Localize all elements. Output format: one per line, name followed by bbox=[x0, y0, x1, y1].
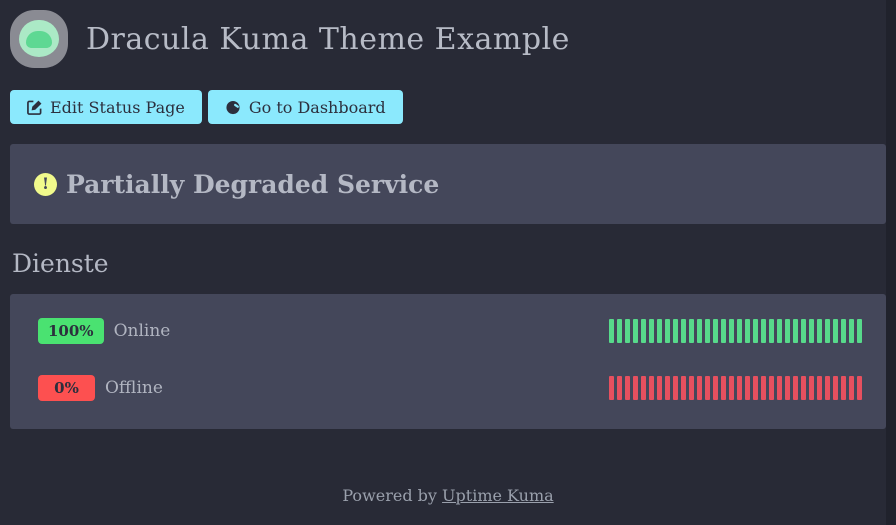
uptime-beat bbox=[609, 318, 614, 343]
powered-by-text: Powered by bbox=[342, 485, 437, 505]
uptime-beat bbox=[665, 318, 670, 343]
heartbeat-bar[interactable] bbox=[609, 318, 862, 343]
monitor-name: Online bbox=[113, 320, 171, 341]
services-heading: Dienste bbox=[12, 249, 109, 278]
go-to-dashboard-button[interactable]: Go to Dashboard bbox=[207, 90, 403, 124]
edit-status-page-button[interactable]: Edit Status Page bbox=[10, 90, 202, 124]
overall-status-text: Partially Degraded Service bbox=[66, 169, 440, 199]
uptime-beat bbox=[729, 375, 734, 400]
gauge-icon bbox=[226, 100, 240, 114]
uptime-beat bbox=[769, 318, 774, 343]
uptime-beat bbox=[809, 375, 814, 400]
monitor-info: 0% Offline bbox=[38, 374, 163, 401]
uptime-beat bbox=[785, 318, 790, 343]
status-page: Dracula Kuma Theme Example Edit Status P… bbox=[10, 0, 886, 505]
uptime-beat bbox=[609, 375, 614, 400]
uptime-beat bbox=[681, 375, 686, 400]
uptime-beat bbox=[649, 375, 654, 400]
uptime-beat bbox=[825, 318, 830, 343]
edit-button-label: Edit Status Page bbox=[50, 97, 185, 117]
uptime-beat bbox=[641, 318, 646, 343]
uptime-beat bbox=[721, 375, 726, 400]
uptime-beat bbox=[665, 375, 670, 400]
pen-to-square-icon bbox=[27, 100, 42, 115]
status-page-header: Dracula Kuma Theme Example bbox=[10, 0, 886, 68]
uptime-beat bbox=[737, 375, 742, 400]
uptime-beat bbox=[705, 375, 710, 400]
footer: Powered by Uptime Kuma bbox=[10, 486, 886, 505]
uptime-beat bbox=[793, 375, 798, 400]
uptime-beat bbox=[849, 318, 854, 343]
uptime-beat bbox=[793, 318, 798, 343]
uptime-beat bbox=[617, 375, 622, 400]
uptime-beat bbox=[785, 375, 790, 400]
uptime-beat bbox=[777, 375, 782, 400]
uptime-beat bbox=[737, 318, 742, 343]
uptime-beat bbox=[617, 318, 622, 343]
uptime-beat bbox=[745, 318, 750, 343]
uptime-beat bbox=[833, 375, 838, 400]
uptime-kuma-logo-icon bbox=[10, 10, 68, 68]
exclamation-circle-icon: ! bbox=[34, 172, 57, 196]
uptime-beat bbox=[689, 318, 694, 343]
monitors-card: 100% Online 0% Offline bbox=[10, 293, 886, 429]
uptime-beat bbox=[825, 375, 830, 400]
logo-dome-shape bbox=[26, 31, 52, 48]
action-buttons: Edit Status Page Go to Dashboard bbox=[10, 90, 886, 124]
uptime-beat bbox=[817, 375, 822, 400]
uptime-kuma-link[interactable]: Uptime Kuma bbox=[442, 485, 554, 505]
uptime-beat bbox=[689, 375, 694, 400]
uptime-beat bbox=[753, 375, 758, 400]
uptime-beat bbox=[761, 318, 766, 343]
monitor-row-offline: 0% Offline bbox=[38, 374, 862, 401]
uptime-badge: 0% bbox=[38, 374, 95, 401]
uptime-beat bbox=[777, 318, 782, 343]
dashboard-button-label: Go to Dashboard bbox=[248, 97, 386, 117]
uptime-beat bbox=[753, 318, 758, 343]
uptime-beat bbox=[633, 375, 638, 400]
uptime-beat bbox=[641, 375, 646, 400]
uptime-badge: 100% bbox=[38, 317, 104, 344]
uptime-beat bbox=[713, 375, 718, 400]
uptime-beat bbox=[817, 318, 822, 343]
overall-status-banner: ! Partially Degraded Service bbox=[10, 144, 886, 224]
uptime-beat bbox=[633, 318, 638, 343]
uptime-beat bbox=[745, 375, 750, 400]
heartbeat-bar[interactable] bbox=[609, 375, 862, 400]
uptime-beat bbox=[697, 375, 702, 400]
scrollbar-track[interactable] bbox=[886, 0, 896, 525]
uptime-beat bbox=[833, 318, 838, 343]
uptime-beat bbox=[713, 318, 718, 343]
uptime-beat bbox=[625, 375, 630, 400]
uptime-beat bbox=[673, 318, 678, 343]
uptime-beat bbox=[697, 318, 702, 343]
uptime-beat bbox=[761, 375, 766, 400]
uptime-beat bbox=[801, 375, 806, 400]
uptime-beat bbox=[625, 318, 630, 343]
uptime-beat bbox=[729, 318, 734, 343]
uptime-beat bbox=[849, 375, 854, 400]
uptime-beat bbox=[801, 318, 806, 343]
monitor-row-online: 100% Online bbox=[38, 317, 862, 344]
page-title: Dracula Kuma Theme Example bbox=[86, 21, 570, 57]
uptime-beat bbox=[809, 318, 814, 343]
uptime-beat bbox=[681, 318, 686, 343]
uptime-beat bbox=[841, 318, 846, 343]
uptime-beat bbox=[857, 375, 862, 400]
exclamation-glyph: ! bbox=[41, 174, 50, 193]
uptime-beat bbox=[649, 318, 654, 343]
monitor-name: Offline bbox=[105, 377, 163, 398]
uptime-beat bbox=[705, 318, 710, 343]
monitor-info: 100% Online bbox=[38, 317, 171, 344]
uptime-beat bbox=[769, 375, 774, 400]
uptime-beat bbox=[657, 318, 662, 343]
uptime-beat bbox=[721, 318, 726, 343]
uptime-beat bbox=[841, 375, 846, 400]
uptime-beat bbox=[657, 375, 662, 400]
uptime-beat bbox=[857, 318, 862, 343]
uptime-beat bbox=[673, 375, 678, 400]
